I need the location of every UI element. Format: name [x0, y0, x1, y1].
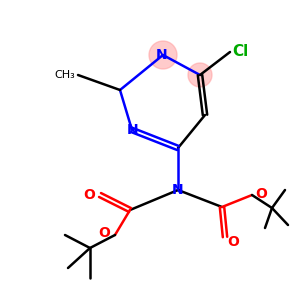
Text: N: N — [127, 123, 139, 137]
Text: O: O — [227, 235, 239, 249]
Text: N: N — [172, 183, 184, 197]
Text: CH₃: CH₃ — [54, 70, 75, 80]
Text: O: O — [83, 188, 95, 202]
Text: O: O — [98, 226, 110, 240]
Text: Cl: Cl — [232, 44, 248, 59]
Circle shape — [149, 41, 177, 69]
Text: O: O — [255, 187, 267, 201]
Text: N: N — [156, 48, 168, 62]
Circle shape — [188, 63, 212, 87]
